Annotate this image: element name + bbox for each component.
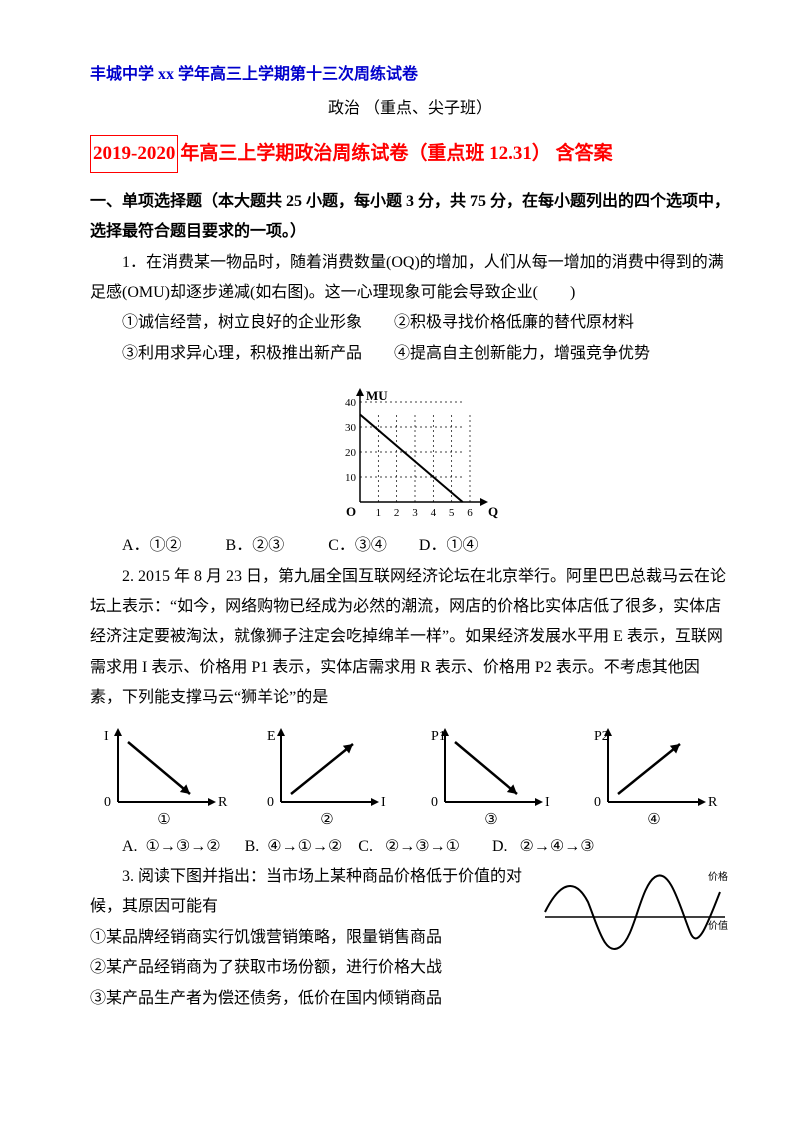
q3-price-wave-chart: 价格价值 — [540, 862, 730, 972]
svg-text:I: I — [545, 795, 550, 810]
svg-text:0: 0 — [594, 795, 601, 810]
main-title: 2019-2020年高三上学期政治周练试卷（重点班 12.31） 含答案 — [90, 135, 730, 173]
svg-text:P2: P2 — [594, 729, 609, 744]
svg-text:Q: Q — [488, 504, 498, 519]
q1-options-line1: ①诚信经营，树立良好的企业形象 ②积极寻找价格低廉的替代原材料 — [90, 308, 730, 338]
svg-text:20: 20 — [345, 447, 357, 459]
q3-opt3: ③某产品生产者为偿还债务，低价在国内倾销商品 — [90, 984, 730, 1014]
svg-text:R: R — [218, 795, 228, 810]
svg-text:P1: P1 — [431, 729, 446, 744]
q1-stem: 1．在消费某一物品时，随着消费数量(OQ)的增加，人们从每一增加的消费中得到的满… — [90, 248, 730, 309]
svg-text:10: 10 — [345, 472, 357, 484]
svg-text:0: 0 — [104, 795, 111, 810]
svg-text:I: I — [104, 729, 109, 744]
svg-text:价值: 价值 — [708, 919, 728, 932]
title-rest: 年高三上学期政治周练试卷（重点班 12.31） 含答案 — [180, 143, 612, 164]
svg-text:价格: 价格 — [708, 870, 728, 883]
svg-text:30: 30 — [345, 422, 357, 434]
header-subject: 政治 （重点、尖子班） — [90, 94, 730, 124]
svg-text:R: R — [708, 795, 718, 810]
svg-text:④: ④ — [647, 812, 660, 828]
q2-chart-2: E 0 I ② — [253, 720, 403, 830]
q1-options-line2: ③利用求异心理，积极推出新产品 ④提高自主创新能力，增强竞争优势 — [90, 339, 730, 369]
q2-stem: 2. 2015 年 8 月 23 日，第九届全国互联网经济论坛在北京举行。阿里巴… — [90, 562, 730, 714]
q2-chart-4: P2 0 R ④ — [580, 720, 730, 830]
svg-text:O: O — [346, 504, 356, 519]
svg-text:2: 2 — [394, 507, 400, 519]
q2-choices: A. ①→③→② B. ④→①→② C. ②→③→① D. ②→④→③ — [90, 832, 730, 862]
svg-text:E: E — [267, 729, 276, 744]
svg-text:4: 4 — [431, 507, 437, 519]
svg-text:③: ③ — [484, 812, 497, 828]
svg-text:3: 3 — [412, 507, 418, 519]
title-year-box: 2019-2020 — [90, 135, 178, 173]
q1-choices: A．①② B．②③ C．③④ D．①④ — [90, 531, 730, 561]
q2-chart-row: I 0 R ① E 0 I ② P1 0 I ③ P2 0 R ④ — [90, 720, 730, 830]
svg-text:0: 0 — [431, 795, 438, 810]
svg-text:5: 5 — [449, 507, 455, 519]
header-school: 丰城中学 xx 学年高三上学期第十三次周练试卷 — [90, 60, 730, 90]
svg-text:①: ① — [157, 812, 170, 828]
svg-text:1: 1 — [376, 507, 382, 519]
svg-text:I: I — [381, 795, 386, 810]
svg-text:②: ② — [321, 812, 334, 828]
svg-text:0: 0 — [267, 795, 274, 810]
svg-text:40: 40 — [345, 397, 357, 409]
section-1-heading: 一、单项选择题（本大题共 25 小题，每小题 3 分，共 75 分，在每小题列出… — [90, 187, 730, 248]
svg-text:6: 6 — [467, 507, 473, 519]
svg-text:MU: MU — [366, 388, 388, 403]
q2-chart-1: I 0 R ① — [90, 720, 240, 830]
q2-chart-3: P1 0 I ③ — [417, 720, 567, 830]
mu-chart: 10 20 30 40 123 456 MU O Q — [320, 377, 500, 527]
